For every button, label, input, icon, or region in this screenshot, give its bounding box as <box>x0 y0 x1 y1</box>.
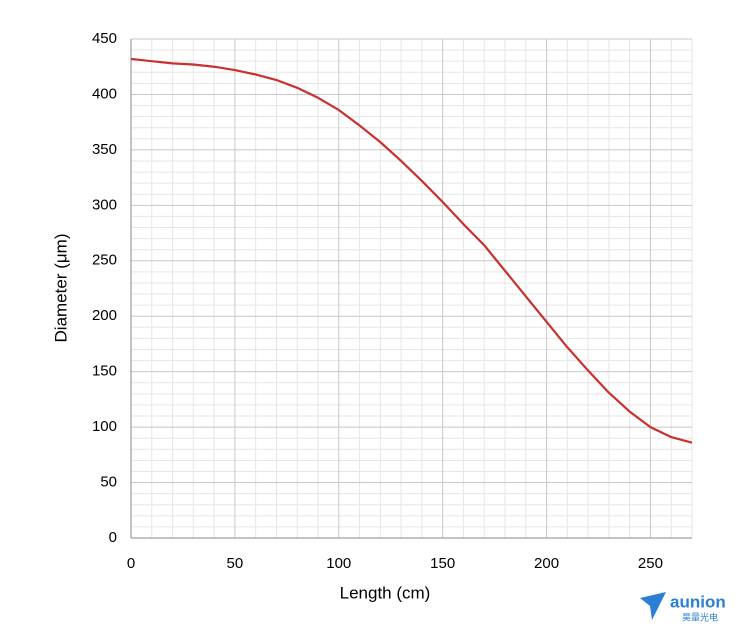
x-tick-label: 0 <box>127 555 135 572</box>
data-line <box>130 57 693 444</box>
y-tick-label: 300 <box>92 196 117 213</box>
x-tick-label: 250 <box>638 555 663 572</box>
y-tick-label: 350 <box>92 141 117 158</box>
logo-icon <box>640 592 666 620</box>
y-tick-label: 450 <box>92 30 117 47</box>
y-tick-label: 100 <box>92 418 117 435</box>
logo-name: aunion <box>670 592 726 611</box>
y-tick-label: 400 <box>92 85 117 102</box>
logo-subtitle: 昊量光电 <box>682 611 718 622</box>
x-tick-label: 150 <box>430 555 455 572</box>
x-tick-label: 200 <box>534 555 559 572</box>
y-tick-label: 50 <box>100 474 117 491</box>
y-tick-label: 0 <box>109 529 117 546</box>
y-tick-label: 250 <box>92 252 117 269</box>
y-tick-label: 150 <box>92 363 117 380</box>
x-tick-label: 50 <box>227 555 244 572</box>
x-axis-title: Length (cm) <box>340 583 431 602</box>
y-tick-label: 200 <box>92 307 117 324</box>
y-axis-title: Diameter (μm) <box>51 234 70 343</box>
x-tick-label: 100 <box>326 555 351 572</box>
